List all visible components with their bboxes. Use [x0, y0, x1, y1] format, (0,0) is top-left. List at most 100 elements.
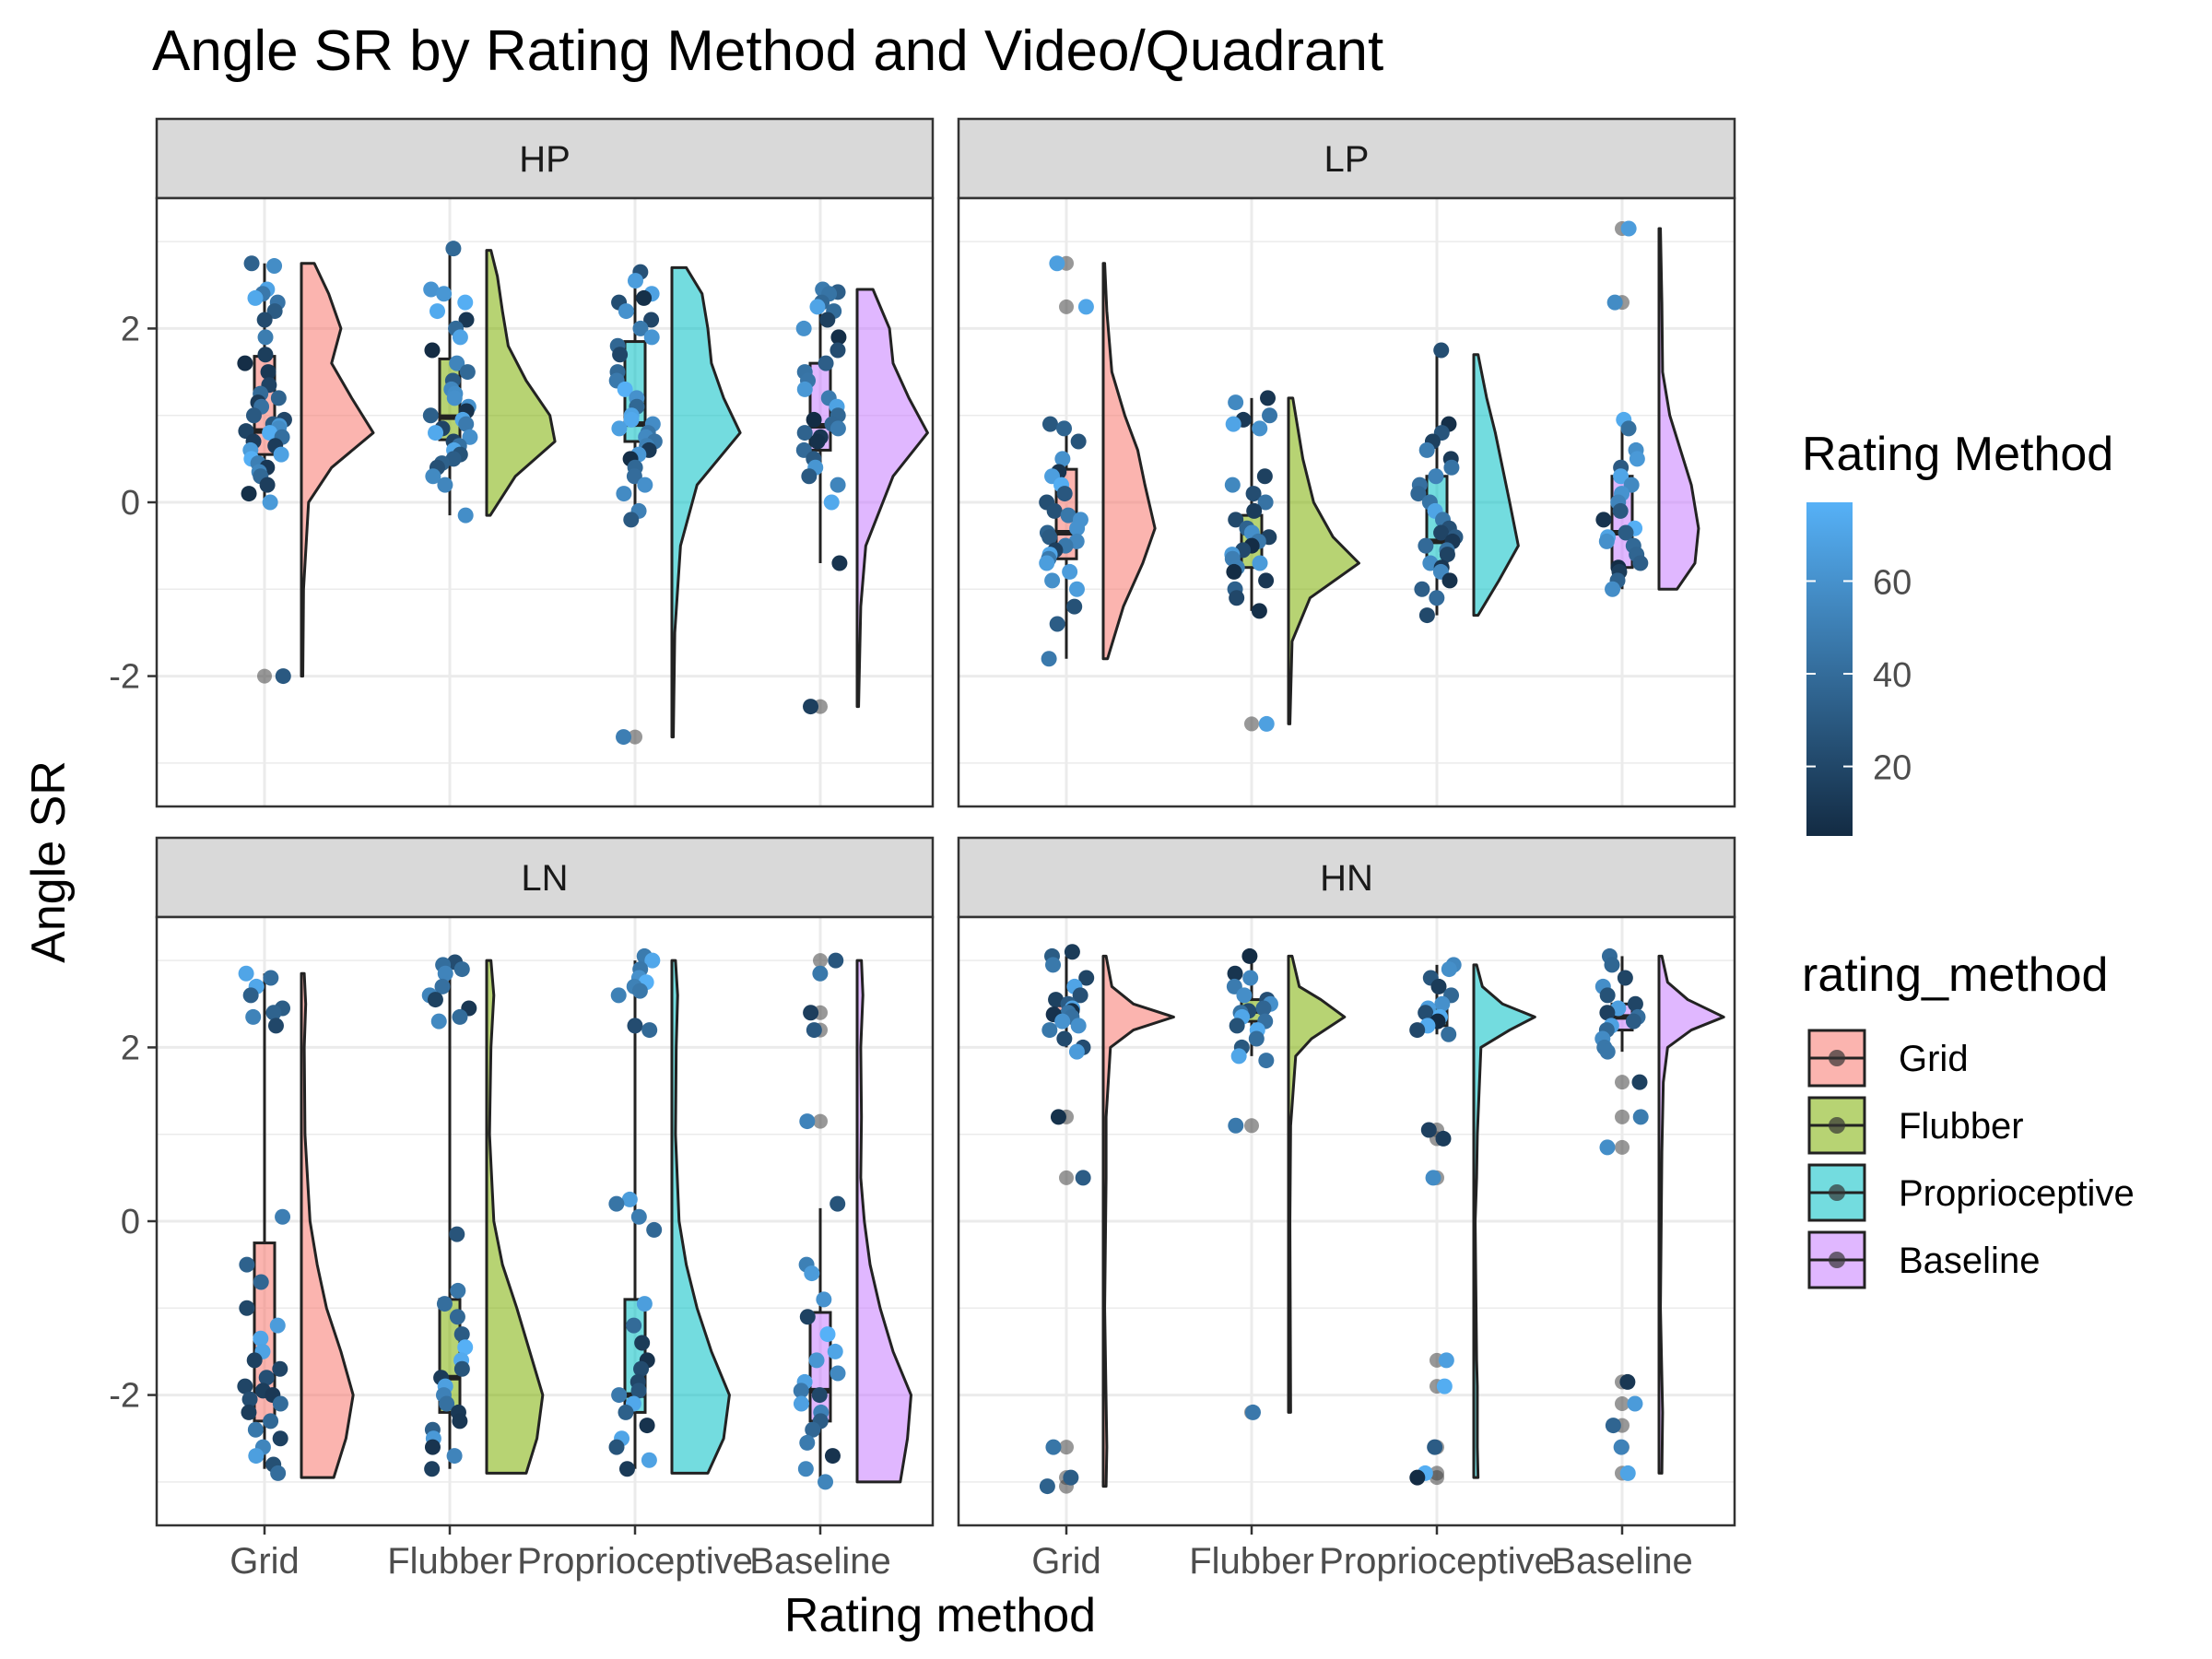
data-point: [608, 1195, 625, 1212]
legend-key-dot: [1829, 1252, 1845, 1268]
group-baseline: [793, 952, 912, 1490]
legend-entry-label: Baseline: [1899, 1241, 2040, 1281]
density-cloud: [1472, 353, 1520, 618]
outlier-point: [1615, 1139, 1630, 1155]
data-point: [1631, 1074, 1648, 1090]
legend-key-dot: [1829, 1117, 1845, 1134]
data-point: [1056, 1030, 1073, 1047]
data-point: [830, 342, 846, 359]
data-point: [452, 1008, 468, 1025]
data-point: [1070, 433, 1087, 450]
data-point: [830, 477, 846, 493]
data-point: [449, 355, 465, 371]
data-point: [247, 1421, 264, 1438]
group-proprioceptive: [1409, 957, 1536, 1486]
data-point: [1441, 961, 1457, 978]
data-point: [1225, 416, 1241, 432]
data-point: [258, 1370, 275, 1386]
legend-key-grid: Grid: [1806, 1028, 1969, 1088]
data-point: [436, 1296, 453, 1312]
group-grid: [1039, 255, 1157, 667]
data-point: [632, 320, 649, 336]
data-point: [1226, 563, 1242, 580]
group-flubber: [422, 241, 557, 524]
density-cloud: [855, 288, 929, 709]
data-point: [425, 468, 441, 485]
data-point: [1228, 1117, 1244, 1134]
data-point: [1046, 502, 1063, 519]
data-point: [1072, 987, 1088, 1004]
data-point: [1441, 1026, 1457, 1042]
data-point: [275, 668, 291, 685]
data-point: [637, 477, 653, 493]
data-point: [806, 1022, 822, 1039]
data-point: [247, 289, 264, 306]
outlier-point: [813, 953, 828, 969]
data-point: [1606, 294, 1623, 311]
data-point: [1599, 1043, 1616, 1060]
outlier-point: [813, 1113, 828, 1129]
data-point: [1049, 616, 1065, 632]
data-point: [611, 420, 628, 437]
data-point: [1629, 451, 1645, 467]
data-point: [1414, 581, 1430, 597]
group-grid: [237, 965, 355, 1481]
data-point: [1599, 1005, 1616, 1021]
data-point: [457, 1339, 474, 1356]
data-point: [241, 486, 257, 502]
data-point: [1257, 494, 1274, 511]
data-point: [1632, 1109, 1649, 1125]
data-point: [1598, 533, 1615, 549]
data-point: [630, 1382, 647, 1399]
data-point: [1241, 947, 1258, 964]
data-point: [253, 1274, 269, 1290]
legend-color-title: Rating Method: [1802, 428, 2113, 481]
x-tick-label: Flubber: [1189, 1541, 1314, 1582]
data-point: [1443, 459, 1460, 476]
data-point: [831, 555, 848, 571]
data-point: [1056, 486, 1073, 502]
data-point: [458, 312, 475, 328]
data-point: [263, 970, 279, 986]
data-point: [243, 255, 260, 272]
density-cloud: [855, 959, 912, 1484]
data-point: [1062, 563, 1078, 580]
data-point: [237, 1378, 253, 1394]
data-point: [796, 425, 813, 441]
data-point: [1418, 441, 1435, 458]
data-point: [245, 407, 262, 424]
data-point: [1258, 1053, 1275, 1069]
data-point: [797, 1461, 814, 1477]
x-tick-label: Baseline: [749, 1541, 890, 1582]
data-point: [830, 1195, 846, 1212]
data-point: [245, 1008, 262, 1025]
data-point: [269, 1317, 286, 1334]
data-point: [1620, 220, 1637, 237]
data-point: [1627, 1395, 1643, 1412]
data-point: [241, 1391, 258, 1407]
facet-label: HN: [1320, 858, 1373, 899]
facet-strip: [957, 117, 1736, 200]
data-point: [1599, 987, 1616, 1004]
data-point: [239, 1300, 255, 1316]
density-cloud: [1287, 954, 1347, 1414]
data-point: [636, 1296, 653, 1312]
density-cloud: [1657, 954, 1725, 1475]
data-point: [623, 411, 640, 428]
data-point: [1632, 555, 1649, 571]
data-point: [801, 468, 818, 485]
legend-key-dot: [1829, 1050, 1845, 1066]
data-point: [1613, 468, 1630, 485]
data-point: [266, 258, 283, 275]
data-point: [816, 1291, 832, 1308]
data-point: [1248, 1030, 1265, 1047]
data-point: [1433, 524, 1450, 541]
density-cloud: [1472, 963, 1536, 1479]
data-point: [1435, 1130, 1452, 1147]
data-point: [643, 312, 660, 328]
data-point: [611, 1387, 628, 1404]
facet-label: LP: [1324, 139, 1370, 180]
data-point: [617, 381, 633, 397]
data-point: [1595, 512, 1612, 528]
data-point: [427, 992, 443, 1008]
